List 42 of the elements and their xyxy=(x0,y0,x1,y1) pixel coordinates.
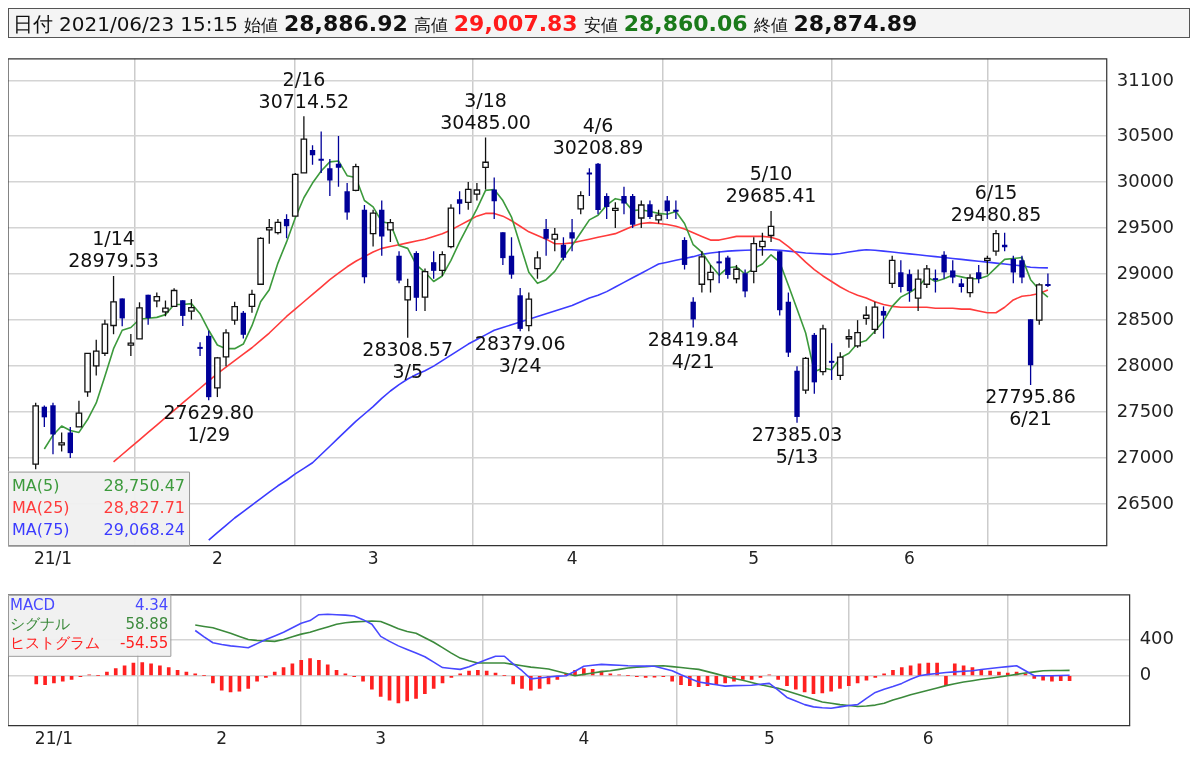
annotation: 5/10 29685.41 xyxy=(725,162,817,207)
text: MA(75) 29,068.24 xyxy=(12,519,186,539)
text: MACD 4.34 xyxy=(10,596,169,615)
y-tick-label: 0 xyxy=(1139,663,1152,685)
chart-title: 日付 2021/06/23 15:15 始値 28,886.92 高値 29,007.83 安値 28,860.06 終値 28,874.89 xyxy=(13,11,918,36)
x-tick-label: 5 xyxy=(748,548,760,569)
y-tick-label: 400 xyxy=(1139,627,1174,649)
annotation: 1/14 28979.53 xyxy=(68,227,159,272)
text: シグナル 58.88 xyxy=(10,615,169,634)
x-tick-label: 3 xyxy=(375,728,387,749)
text: MA(5) 28,750.47 xyxy=(12,475,186,495)
y-tick-label: 31100 xyxy=(1116,68,1174,90)
text: MA(25) 28,827.71 xyxy=(12,497,186,517)
x-tick-label: 4 xyxy=(578,728,590,749)
y-tick-label: 28500 xyxy=(1116,307,1174,329)
annotation: 3/18 30485.00 xyxy=(440,88,531,133)
y-tick-label: 30000 xyxy=(1116,169,1174,191)
annotation: 28379.06 3/24 xyxy=(474,331,566,376)
x-tick-label: 2 xyxy=(211,548,223,569)
x-tick-label: 21/1 xyxy=(33,548,73,569)
y-tick-label: 30500 xyxy=(1116,123,1174,145)
x-tick-label: 21/1 xyxy=(34,728,74,749)
x-tick-label: 5 xyxy=(763,728,775,749)
x-tick-label: 6 xyxy=(922,728,934,749)
x-tick-label: 4 xyxy=(566,548,578,569)
x-tick-label: 2 xyxy=(216,728,228,749)
annotation: 4/6 30208.89 xyxy=(552,114,644,159)
y-tick-label: 27000 xyxy=(1116,445,1174,467)
annotation: 27795.86 6/21 xyxy=(985,385,1076,430)
annotation: 27385.03 5/13 xyxy=(751,423,843,468)
annotation: 28419.84 4/21 xyxy=(647,327,739,372)
y-tick-label: 29500 xyxy=(1116,215,1174,237)
annotation: 6/15 29480.85 xyxy=(950,181,1042,226)
y-tick-label: 28000 xyxy=(1116,353,1174,375)
y-tick-label: 26500 xyxy=(1116,491,1174,513)
annotation: 28308.57 3/5 xyxy=(362,338,454,383)
text: ヒストグラム -54.55 xyxy=(10,634,169,653)
x-tick-label: 3 xyxy=(367,548,379,569)
y-tick-label: 27500 xyxy=(1116,399,1174,421)
x-tick-label: 6 xyxy=(904,548,915,569)
y-tick-label: 29000 xyxy=(1116,261,1174,283)
annotation: 2/16 30714.52 xyxy=(258,67,350,112)
